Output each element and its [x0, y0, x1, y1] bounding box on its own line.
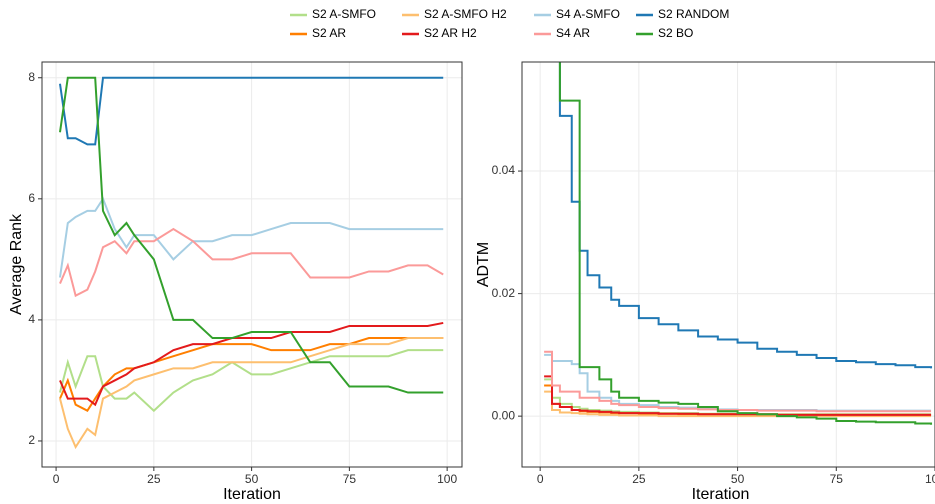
series-group [58, 76, 444, 450]
x-tick-label: 100 [925, 472, 935, 486]
y-tick-label: 6 [28, 191, 35, 205]
x-tick-label: 25 [147, 472, 161, 486]
x-tick-label: 75 [343, 472, 357, 486]
series-line [558, 62, 933, 369]
series-line [544, 350, 932, 413]
series-line [59, 227, 444, 298]
legend: S2 A-SMFO S2 AR S2 A-SMFO H2 S2 AR H2 S4 A-S… [290, 7, 729, 40]
panel-border [41, 61, 463, 468]
y-tick-label: 0.00 [492, 408, 516, 422]
x-tick-label: 100 [437, 472, 457, 486]
legend-label: S2 RANDOM [658, 7, 729, 21]
y-tick-label: 2 [28, 433, 35, 447]
series-line [59, 337, 444, 450]
x-axis-title: Iteration [692, 486, 750, 503]
series-group [544, 62, 933, 425]
x-axis-title: Iteration [223, 486, 281, 503]
series-line [58, 76, 444, 394]
legend-label: S2 AR [312, 26, 346, 40]
series-line [544, 375, 932, 416]
legend-label: S2 A-SMFO [312, 7, 376, 21]
panel: 2 4 6 8 0 25 50 75 100 Iteration Average Rank [8, 61, 463, 503]
x-tick-label: 50 [731, 472, 745, 486]
series-line [558, 62, 933, 425]
x-tick-label: 50 [245, 472, 259, 486]
y-axis-title: ADTM [475, 242, 492, 287]
x-tick-label: 75 [830, 472, 844, 486]
series-line [59, 321, 444, 407]
x-tick-label: 25 [632, 472, 646, 486]
series-line [59, 349, 444, 413]
y-tick-label: 0.04 [492, 163, 516, 177]
series-line [544, 390, 932, 418]
legend-label: S2 A-SMFO H2 [424, 7, 507, 21]
panel-border [521, 61, 935, 468]
legend-label: S4 AR [556, 26, 590, 40]
legend-label: S2 BO [658, 26, 693, 40]
legend-label: S2 AR H2 [424, 26, 477, 40]
y-tick-label: 8 [28, 70, 35, 84]
x-tick-label: 0 [537, 472, 544, 486]
series-line [58, 76, 444, 146]
x-tick-label: 0 [53, 472, 60, 486]
y-axis-title: Average Rank [8, 213, 25, 315]
y-tick-label: 4 [28, 312, 35, 326]
legend-label: S4 A-SMFO [556, 7, 620, 21]
panel: 0.00 0.02 0.04 0 25 50 75 100 Iteration ADTM [475, 61, 935, 503]
series-line [58, 196, 444, 278]
y-tick-label: 0.02 [492, 286, 516, 300]
